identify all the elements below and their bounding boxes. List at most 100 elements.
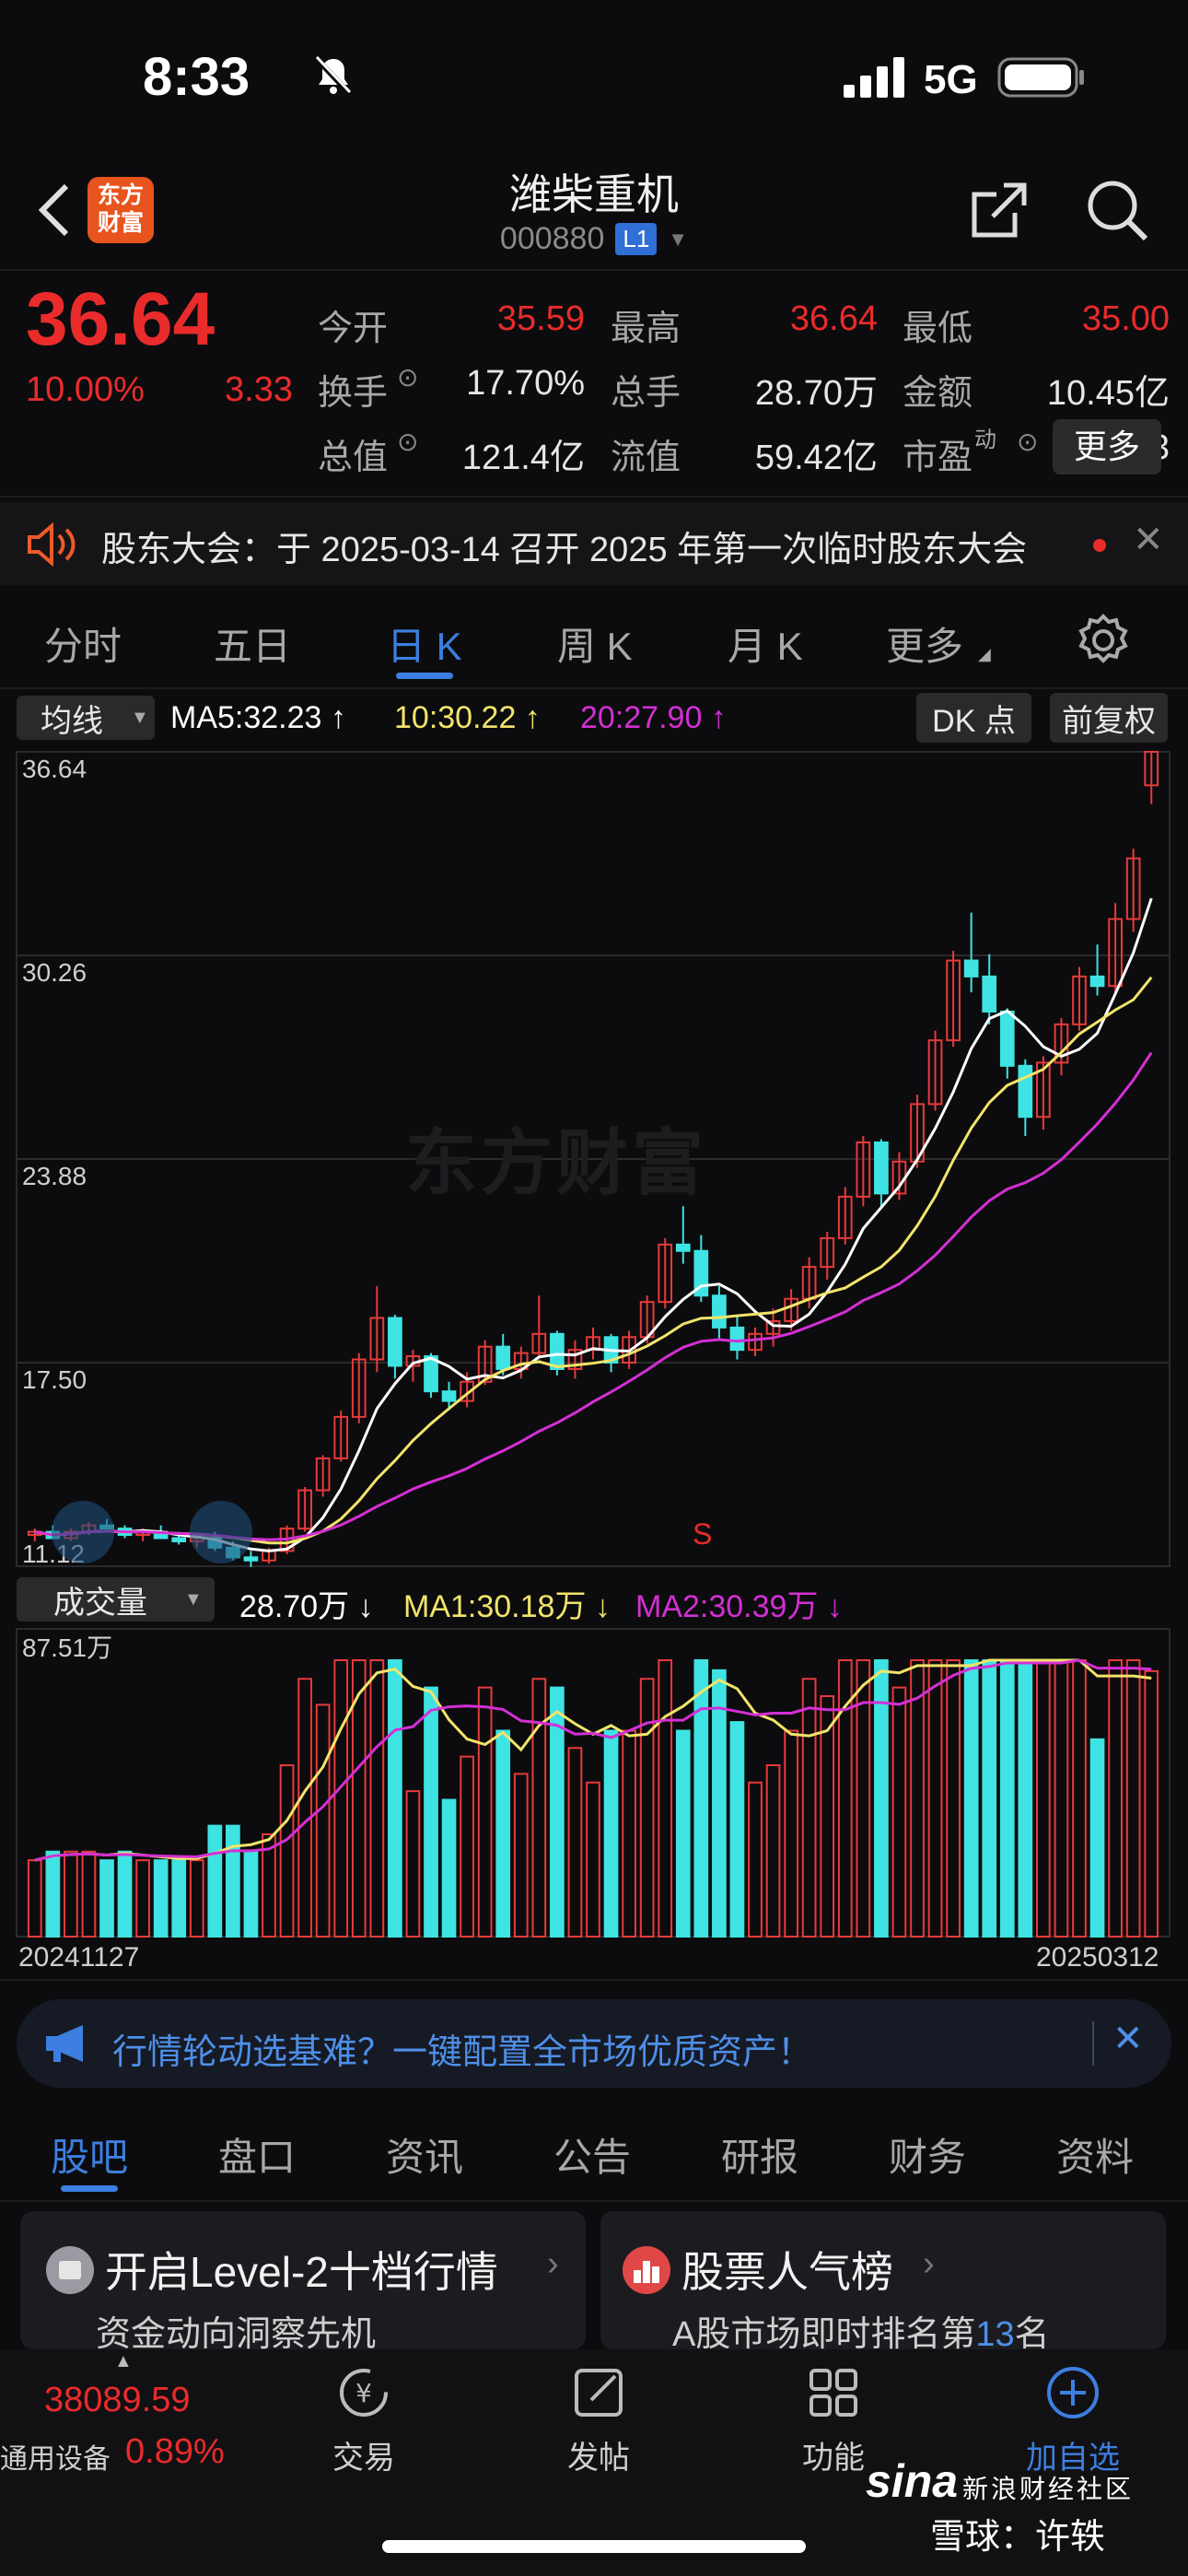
volume-bar [729, 1721, 745, 1938]
volume-bar [207, 1824, 223, 1938]
chart-tab[interactable]: 周 K [557, 625, 633, 668]
level2-card[interactable]: 开启Level-2十档行情 › 资金动向洞察先机 [20, 2211, 586, 2354]
bottom-tab[interactable]: 资料 [1056, 2136, 1135, 2179]
notice-bar[interactable]: 股东大会：于 2025-03-14 召开 2025 年第一次临时股东大会 ✕ [0, 502, 1188, 585]
more-button[interactable]: 更多 [1053, 419, 1161, 474]
popularity-rank: 13 [975, 2315, 1015, 2354]
stat-label: 最高 [611, 310, 681, 348]
candle-body [675, 1243, 691, 1252]
megaphone-icon [46, 2025, 83, 2062]
candle-body [1018, 1064, 1033, 1118]
adjust-label: 前复权 [1062, 703, 1156, 739]
volume-bar [297, 1678, 312, 1938]
index-value[interactable]: 38089.59 [44, 2381, 191, 2419]
stock-code-row[interactable]: 000880 L1 ▼ [0, 221, 1188, 257]
volume-bar [837, 1659, 853, 1938]
candle-body [531, 1332, 547, 1354]
info-icon[interactable]: ⊙ [397, 363, 419, 392]
search-icon[interactable] [1085, 178, 1149, 242]
grid-icon [809, 2369, 857, 2417]
volume-bar [874, 1659, 889, 1938]
volume-bar [999, 1659, 1015, 1938]
chart-tab[interactable]: 五日 [214, 625, 292, 668]
volume-bar [550, 1686, 565, 1938]
bottom-tab[interactable]: 研报 [721, 2136, 799, 2179]
popularity-title: 股票人气榜 [681, 2248, 893, 2296]
ma20-value: 20:27.90 [580, 700, 703, 735]
volume-bar [495, 1729, 511, 1938]
candle-body [171, 1537, 187, 1542]
sina-logo: sina [866, 2455, 959, 2507]
volume-bar [424, 1686, 438, 1938]
dk-label: DK 点 [932, 703, 1016, 739]
info-icon[interactable]: ⊙ [397, 427, 419, 456]
volume-bar [460, 1755, 474, 1938]
trade-action[interactable]: ¥ 交易 [313, 2363, 414, 2477]
candle-body [333, 1415, 349, 1459]
bottom-tab-underline [61, 2185, 118, 2192]
volume-bar [982, 1659, 997, 1938]
bottom-tab[interactable]: 盘口 [218, 2136, 297, 2179]
add-watchlist-action[interactable]: 加自选 [1013, 2363, 1133, 2477]
volume-bar [1089, 1738, 1105, 1938]
date-end: 20250312 [1036, 1942, 1159, 1973]
compose-icon [575, 2369, 623, 2417]
volume-bar [963, 1659, 979, 1938]
volume-bar [567, 1747, 583, 1938]
promo-banner[interactable]: 行情轮动选基难？一键配置全市场优质资产！ ✕ [17, 1999, 1171, 2088]
chart-tab[interactable]: 更多 [886, 625, 964, 668]
volume-bar [1018, 1659, 1033, 1938]
candle-body [1036, 1061, 1051, 1118]
trade-marker-dot [190, 1501, 252, 1563]
function-action[interactable]: 功能 [783, 2363, 884, 2477]
volume-bar [820, 1695, 835, 1938]
volume-bar [910, 1659, 925, 1938]
volume-bar [441, 1798, 457, 1938]
bottom-tab[interactable]: 公告 [553, 2136, 632, 2179]
chart-settings-icon[interactable] [1076, 613, 1131, 668]
volume-dropdown[interactable]: 成交量 ▼ [17, 1577, 215, 1622]
trade-icon: ¥ [340, 2369, 388, 2417]
adjust-button[interactable]: 前复权 [1050, 693, 1168, 743]
sell-marker: S [693, 1517, 712, 1551]
level2-subtitle: 资金动向洞察先机 [96, 2315, 377, 2354]
price-axis-label: 23.88 [22, 1162, 87, 1190]
share-icon[interactable] [967, 178, 1031, 242]
stat-value: 121.4亿 [461, 439, 585, 477]
candle-body [658, 1243, 673, 1304]
volume-bar [748, 1781, 763, 1938]
chart-tab[interactable]: 分时 [44, 625, 122, 668]
bottom-tab[interactable]: 资讯 [386, 2136, 464, 2179]
chart-tab[interactable]: 日 K [387, 625, 462, 668]
volume-chart[interactable]: 87.51万 [0, 1623, 1188, 1941]
footer-bar [0, 2349, 1188, 2576]
stat-value: 35.00 [1081, 299, 1170, 338]
volume-bar [369, 1659, 385, 1938]
candle-body [874, 1141, 889, 1195]
ma10-legend: 10:30.22 ↑ [394, 700, 541, 735]
volume-bar [1054, 1659, 1069, 1938]
bottom-tab[interactable]: 股吧 [51, 2136, 129, 2179]
chevron-right-icon: › [923, 2244, 935, 2283]
candle-body [460, 1380, 474, 1402]
popularity-card[interactable]: 股票人气榜 › A股市场即时排名第13名 [600, 2211, 1166, 2354]
chart-tab[interactable]: 月 K [728, 625, 803, 668]
ma-dropdown[interactable]: 均线 ▼ [17, 696, 155, 740]
notice-close-icon[interactable]: ✕ [1133, 520, 1164, 560]
volume-bar [586, 1781, 600, 1938]
stat-label: 金额 [903, 374, 973, 413]
ma-dropdown-label: 均线 [41, 703, 103, 739]
volume-bar [153, 1859, 169, 1938]
volume-bar [765, 1764, 781, 1938]
candle-body [388, 1317, 402, 1367]
post-action[interactable]: 发帖 [548, 2363, 649, 2477]
promo-close-icon[interactable]: ✕ [1112, 2019, 1144, 2059]
chevron-right-icon: › [547, 2244, 559, 2283]
dk-button[interactable]: DK 点 [916, 693, 1031, 743]
current-price: 36.64 [26, 277, 215, 361]
bottom-tab[interactable]: 财务 [889, 2136, 967, 2179]
info-icon[interactable]: ⊙ [1017, 427, 1039, 456]
back-icon[interactable] [35, 182, 72, 238]
vol-ma2-legend: MA2:30.39万 ↓ [635, 1589, 843, 1624]
